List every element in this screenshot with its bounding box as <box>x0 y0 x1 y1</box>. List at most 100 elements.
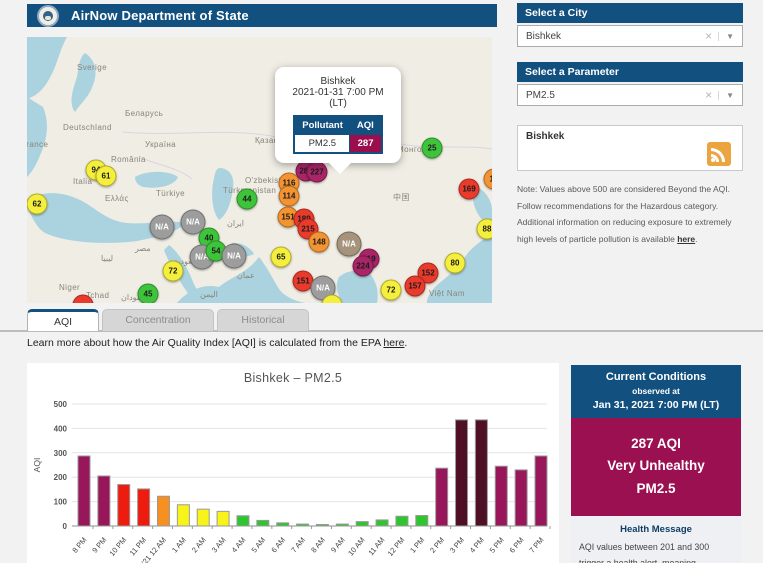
aqi-note: Note: Values above 500 are considered Be… <box>517 181 747 247</box>
parameter-clear-icon[interactable]: × <box>705 88 713 102</box>
aqi-marker-25[interactable]: 25 <box>421 137 443 159</box>
chart-bar-7am <box>296 523 310 527</box>
svg-text:200: 200 <box>54 473 68 482</box>
aqi-marker-72[interactable]: 72 <box>380 279 402 301</box>
popup-aqi-value: 287 <box>349 134 383 154</box>
current-conditions-panel: Current Conditions observed at Jan 31, 2… <box>571 365 741 563</box>
aqi-category: Very Unhealthy <box>607 458 705 474</box>
aqi-marker-na[interactable]: N/A <box>221 243 247 269</box>
aqi-marker-88[interactable]: 88 <box>476 218 492 240</box>
aqi-marker-na[interactable]: N/A <box>336 231 362 257</box>
learn-more-period: . <box>404 337 408 349</box>
health-message-title: Health Message <box>620 523 692 535</box>
aqi-marker-44[interactable]: 44 <box>236 188 258 210</box>
popup-pollutant-value: PM2.5 <box>293 134 351 154</box>
svg-text:5 AM: 5 AM <box>249 536 267 555</box>
rss-icon[interactable] <box>707 142 731 166</box>
aqi-marker-62[interactable]: 62 <box>27 193 48 215</box>
svg-text:100: 100 <box>54 498 68 507</box>
parameter-caret-icon[interactable]: ▼ <box>718 90 742 100</box>
view-tabs: AQI Concentration Historical <box>27 309 309 331</box>
aqi-marker-80[interactable]: 80 <box>444 252 466 274</box>
map-place-label: Беларусь <box>125 109 164 118</box>
chart-bar-2am <box>196 508 210 527</box>
map-place-label: Italia <box>73 177 93 186</box>
aqi-marker-na[interactable]: N/A <box>149 214 175 240</box>
map-place-label: Україна <box>145 140 177 149</box>
chart-bar-5pm <box>494 465 508 527</box>
map-place-label: Tchad <box>86 291 110 300</box>
svg-text:400: 400 <box>54 424 68 433</box>
map-place-label: عمان <box>237 271 255 280</box>
svg-text:2 PM: 2 PM <box>428 536 446 555</box>
chart-bar-1pm <box>415 515 429 527</box>
chart-bar-11am <box>375 519 389 527</box>
svg-text:1 PM: 1 PM <box>408 536 426 555</box>
aqi-marker-61[interactable]: 61 <box>95 165 117 187</box>
chart-bar-9pm <box>97 475 111 527</box>
chart-bar-2pm <box>435 467 449 527</box>
aqi-marker-224[interactable]: 224 <box>352 255 374 277</box>
map-place-label: O'zbekiston <box>245 176 291 185</box>
svg-text:9 PM: 9 PM <box>90 536 108 555</box>
map-place-label: Niger <box>59 283 81 292</box>
aqi-pollutant: PM2.5 <box>636 480 676 496</box>
chart-bar-10am <box>355 521 369 527</box>
map-place-label: ليبيا <box>101 254 114 263</box>
chart-bar-4pm <box>474 419 488 527</box>
tabs-divider <box>0 330 763 332</box>
popup-timezone: (LT) <box>329 98 347 109</box>
app-title: AirNow Department of State <box>71 8 249 23</box>
map-place-label: مصر <box>135 244 151 253</box>
observation-datetime: Jan 31, 2021 7:00 PM (LT) <box>592 399 720 411</box>
note-period: . <box>695 233 698 244</box>
svg-text:300: 300 <box>54 449 68 458</box>
aqi-map[interactable]: Sverige Deutschland Беларусь Україна România… <box>27 37 492 303</box>
city-clear-icon[interactable]: × <box>705 29 713 43</box>
chart-bar-10pm <box>117 484 131 527</box>
chart-bar-6pm <box>514 469 528 527</box>
city-dropdown[interactable]: Bishkek × ▼ <box>517 25 743 47</box>
learn-more-here-link[interactable]: here <box>383 337 405 349</box>
map-place-label: Deutschland <box>63 123 112 132</box>
aqi-marker-114[interactable]: 114 <box>278 185 300 207</box>
aqi-bar-chart: Bishkek – PM2.5 0 100 200 300 400 500 8 PM 9 PM… <box>27 363 559 563</box>
aqi-marker-72[interactable]: 72 <box>162 260 184 282</box>
tab-concentration[interactable]: Concentration <box>102 309 214 331</box>
svg-text:0: 0 <box>63 522 68 531</box>
svg-text:4 PM: 4 PM <box>468 536 486 555</box>
aqi-marker-227[interactable]: 227 <box>306 161 328 183</box>
chart-bar-8pm <box>77 455 91 527</box>
city-dropdown-value: Bishkek <box>526 30 562 42</box>
svg-text:7 AM: 7 AM <box>289 536 307 555</box>
aqi-marker-65[interactable]: 65 <box>270 246 292 268</box>
aqi-marker-169[interactable]: 169 <box>458 178 480 200</box>
aqi-marker-157[interactable]: 157 <box>404 275 426 297</box>
tab-historical[interactable]: Historical <box>217 309 309 331</box>
svg-text:2 AM: 2 AM <box>190 536 208 555</box>
aqi-value-line: 287 AQI <box>631 436 681 451</box>
chart-bar-1am <box>176 504 190 527</box>
map-popup: Bishkek 2021-01-31 7:00 PM (LT) Pollutan… <box>275 67 401 174</box>
city-caret-icon[interactable]: ▼ <box>718 31 742 41</box>
svg-text:6 PM: 6 PM <box>508 536 526 555</box>
svg-text:12 PM: 12 PM <box>386 536 407 558</box>
svg-text:5 PM: 5 PM <box>488 536 506 555</box>
aqi-marker-148[interactable]: 148 <box>308 231 330 253</box>
popup-pollutant-header: Pollutant <box>294 116 350 135</box>
note-text: Note: Values above 500 are considered Be… <box>517 184 732 244</box>
aqi-marker-45[interactable]: 45 <box>137 283 159 303</box>
parameter-dropdown-value: PM2.5 <box>526 89 555 101</box>
chart-bar-3am <box>216 510 230 527</box>
chart-bar-8am <box>315 524 329 527</box>
map-place-label: România <box>111 155 146 164</box>
map-place-label: 中国 <box>393 193 410 202</box>
svg-text:6 AM: 6 AM <box>269 536 287 555</box>
note-here-link[interactable]: here <box>677 233 696 244</box>
tab-aqi[interactable]: AQI <box>27 309 99 331</box>
rss-feed-box: Bishkek <box>517 125 743 171</box>
parameter-dropdown[interactable]: PM2.5 × ▼ <box>517 84 743 106</box>
health-message-text: AQI values between 201 and 300 trigger a… <box>579 541 710 563</box>
select-parameter-header: Select a Parameter <box>517 62 743 82</box>
